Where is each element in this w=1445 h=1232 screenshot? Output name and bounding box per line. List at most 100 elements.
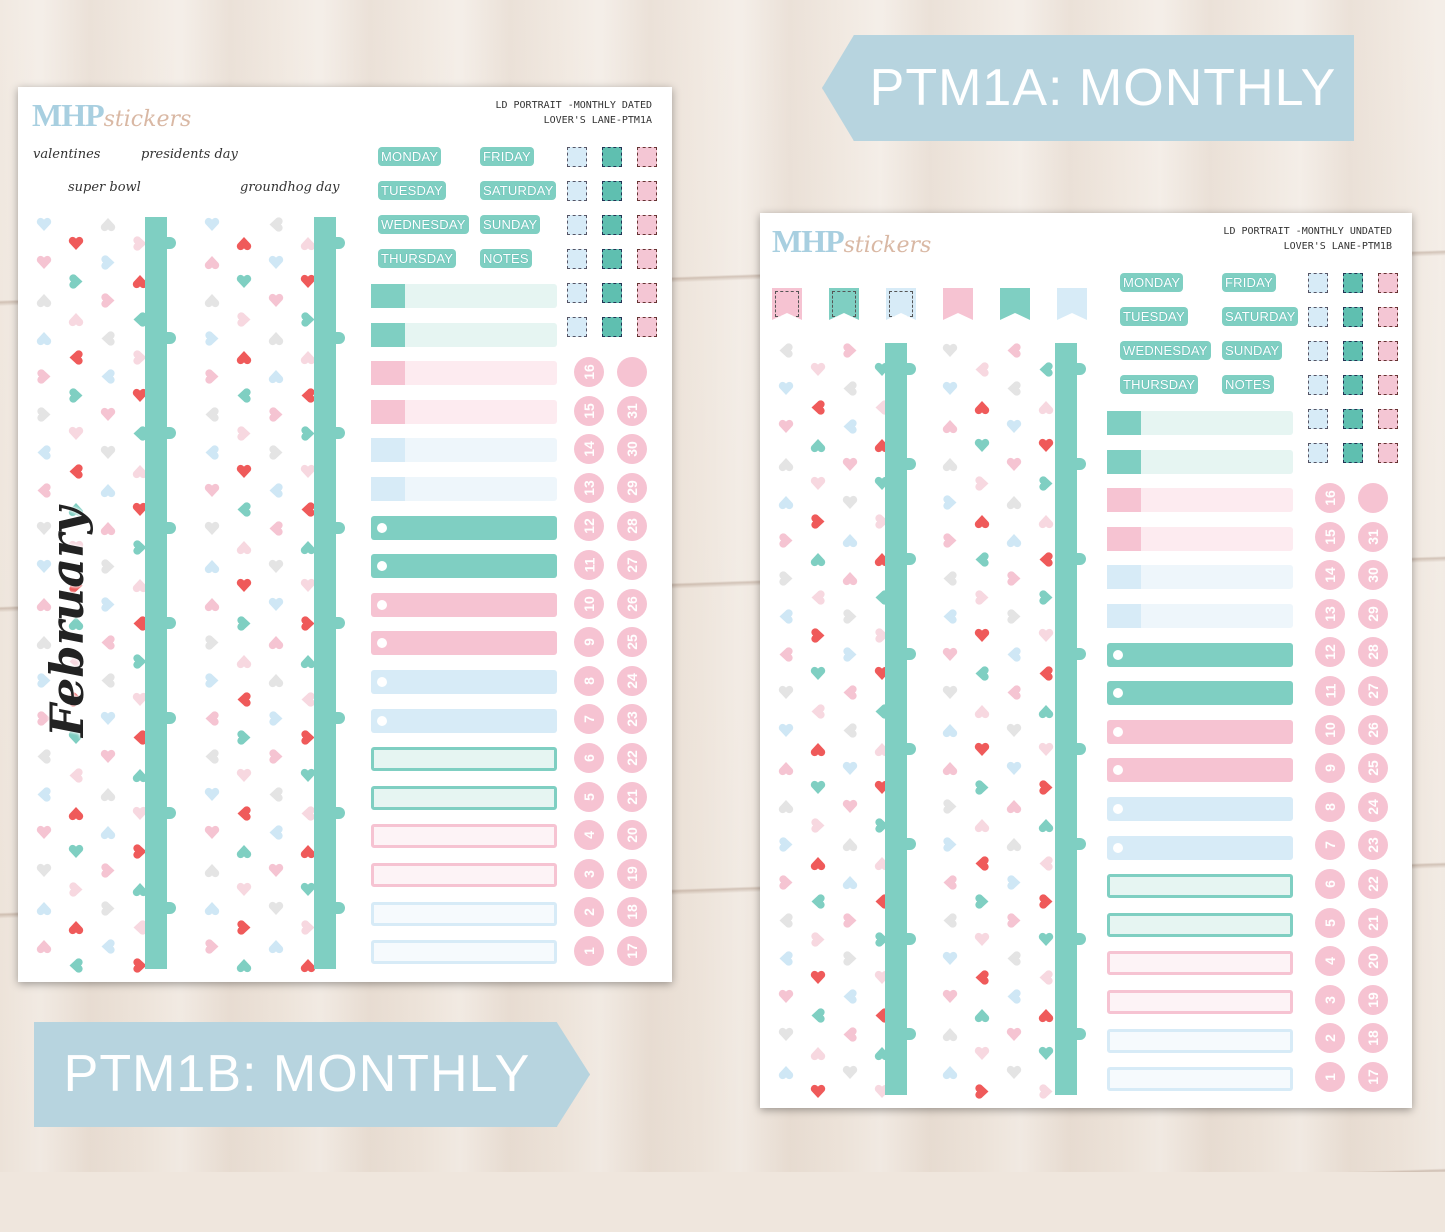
- heart-icon: [842, 534, 858, 548]
- heart-icon: [975, 856, 989, 871]
- heart-icon: [100, 749, 116, 763]
- heart-icon: [843, 381, 857, 396]
- date-circle: 28: [617, 511, 647, 541]
- heart-icon: [942, 762, 958, 776]
- heart-icon: [69, 882, 83, 897]
- date-number: 27: [623, 557, 640, 573]
- heart-icon: [236, 464, 252, 478]
- date-circle: 9: [1315, 753, 1345, 783]
- heart-icon: [943, 533, 957, 548]
- flag-sticker: [772, 288, 802, 320]
- heart-icon: [779, 913, 793, 928]
- date-number: 18: [1364, 1030, 1381, 1046]
- heart-icon: [1007, 685, 1021, 700]
- heart-strip: [32, 217, 182, 973]
- date-circle: [1358, 483, 1388, 513]
- date-number: 1: [1321, 1073, 1338, 1081]
- heart-icon: [300, 541, 316, 555]
- heart-icon: [300, 464, 316, 478]
- heart-icon: [778, 723, 794, 737]
- heart-icon: [268, 255, 284, 269]
- heart-icon: [810, 553, 826, 567]
- heart-icon: [843, 419, 857, 434]
- heart-icon: [842, 799, 858, 813]
- heart-icon: [974, 628, 990, 642]
- heart-icon: [36, 255, 52, 269]
- heart-icon: [100, 522, 116, 536]
- date-number: 25: [623, 634, 640, 650]
- date-circle: 7: [1315, 830, 1345, 860]
- label-bar: [371, 554, 557, 578]
- spine-tab: [907, 743, 916, 755]
- heart-icon: [101, 901, 115, 916]
- heart-icon: [1038, 819, 1054, 833]
- heart-icon: [778, 496, 794, 510]
- date-number: 23: [1364, 837, 1381, 853]
- heart-icon: [268, 636, 284, 650]
- date-circle: 4: [1315, 946, 1345, 976]
- heart-icon: [268, 332, 284, 346]
- bar-block: [1107, 565, 1141, 589]
- heart-icon: [69, 350, 83, 365]
- heart-icon: [205, 711, 219, 726]
- date-circle: 23: [617, 704, 647, 734]
- heart-icon: [269, 787, 283, 802]
- heart-icon: [36, 940, 52, 954]
- label-bar: [371, 438, 557, 462]
- date-circle: 11: [574, 550, 604, 580]
- heart-icon: [133, 540, 147, 555]
- heart-icon: [974, 705, 990, 719]
- date-number: 10: [580, 596, 597, 612]
- heart-icon: [943, 875, 957, 890]
- date-number: 11: [581, 557, 597, 573]
- heart-icon: [779, 571, 793, 586]
- heart-icon: [974, 1009, 990, 1023]
- heart-icon: [1006, 534, 1022, 548]
- heart-icon: [843, 647, 857, 662]
- checkbox-square: [602, 147, 622, 167]
- heart-icon: [36, 825, 52, 839]
- heart-icon: [37, 673, 51, 688]
- heart-icon: [300, 959, 316, 973]
- heart-icon: [779, 647, 793, 662]
- date-number: 31: [623, 403, 640, 419]
- flag-sticker: [886, 288, 916, 320]
- date-circle: 3: [1315, 985, 1345, 1015]
- heart-icon: [236, 351, 252, 365]
- spine-tab: [336, 617, 345, 629]
- heart-icon: [204, 521, 220, 535]
- bar-dot: [1113, 765, 1123, 775]
- date-circle: 12: [574, 511, 604, 541]
- heart-icon: [875, 514, 889, 529]
- heart-icon: [269, 521, 283, 536]
- bar-block: [1107, 450, 1141, 474]
- heart-icon: [132, 465, 148, 479]
- bar-block: [371, 323, 405, 347]
- date-number: 16: [1321, 490, 1338, 506]
- date-circle: 8: [574, 666, 604, 696]
- heart-icon: [843, 343, 857, 358]
- date-number: 24: [1364, 799, 1381, 815]
- heart-icon: [300, 578, 316, 592]
- date-number: 8: [1321, 803, 1338, 811]
- label-bar: [1107, 758, 1293, 782]
- checkbox-square: [637, 181, 657, 201]
- date-circle: 19: [617, 859, 647, 889]
- date-number: 10: [1321, 722, 1338, 738]
- heart-icon: [1039, 970, 1053, 985]
- heart-icon: [68, 503, 84, 517]
- heart-icon: [943, 609, 957, 624]
- date-circle: 31: [617, 396, 647, 426]
- heart-icon: [1007, 647, 1021, 662]
- date-number: 5: [580, 793, 597, 801]
- date-circle: [617, 357, 647, 387]
- date-circle: 14: [574, 434, 604, 464]
- date-circle: 15: [1315, 522, 1345, 552]
- checkbox-square: [602, 283, 622, 303]
- heart-icon: [778, 1066, 794, 1080]
- label-bar: [371, 477, 557, 501]
- spine-tab: [1077, 1028, 1086, 1040]
- heart-icon: [133, 350, 147, 365]
- label-bar: [371, 631, 557, 655]
- heart-icon: [37, 483, 51, 498]
